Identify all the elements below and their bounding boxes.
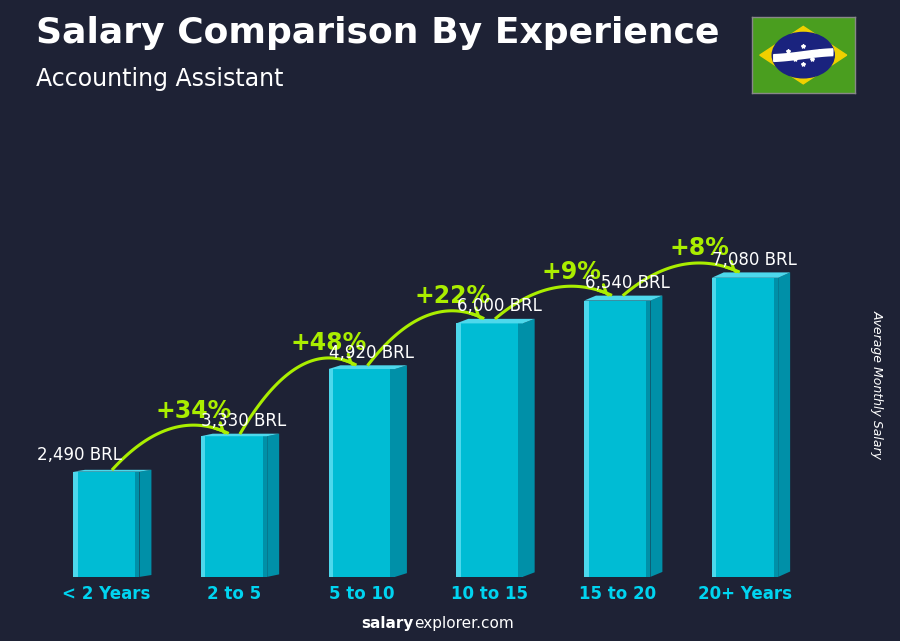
Bar [73,472,140,577]
Bar [328,369,395,577]
Bar [201,437,267,577]
Bar [263,437,267,577]
Polygon shape [328,365,407,369]
Text: 6,540 BRL: 6,540 BRL [585,274,670,292]
Text: 4,920 BRL: 4,920 BRL [329,344,414,362]
Text: salary: salary [362,617,414,631]
Polygon shape [712,272,790,278]
Bar [518,324,523,577]
Polygon shape [201,434,279,437]
Text: 6,000 BRL: 6,000 BRL [457,297,542,315]
Bar [584,301,651,577]
Bar [201,437,205,577]
Polygon shape [73,470,151,472]
Bar [456,324,523,577]
Polygon shape [523,319,535,577]
Polygon shape [584,296,662,301]
Bar [773,278,778,577]
Polygon shape [651,296,662,577]
Text: Salary Comparison By Experience: Salary Comparison By Experience [36,16,719,50]
Text: 7,080 BRL: 7,080 BRL [713,251,797,269]
Bar [584,301,589,577]
Bar [135,472,140,577]
Polygon shape [267,434,279,577]
Polygon shape [456,319,535,324]
Text: +9%: +9% [542,260,601,284]
Polygon shape [760,26,847,84]
Bar [328,369,333,577]
Bar [391,369,395,577]
Text: +8%: +8% [670,237,729,260]
Text: 3,330 BRL: 3,330 BRL [202,412,286,430]
Circle shape [772,33,834,78]
Polygon shape [140,470,151,577]
Bar [712,278,778,577]
Text: Accounting Assistant: Accounting Assistant [36,67,284,91]
Bar [73,472,77,577]
Bar [456,324,461,577]
Polygon shape [778,272,790,577]
Text: 2,490 BRL: 2,490 BRL [37,446,122,464]
Bar [646,301,651,577]
Bar [712,278,716,577]
Text: explorer.com: explorer.com [414,617,514,631]
Text: +48%: +48% [291,331,367,355]
Text: Average Monthly Salary: Average Monthly Salary [871,310,884,459]
Text: +22%: +22% [414,284,490,308]
Polygon shape [395,365,407,577]
Text: +34%: +34% [156,399,232,422]
